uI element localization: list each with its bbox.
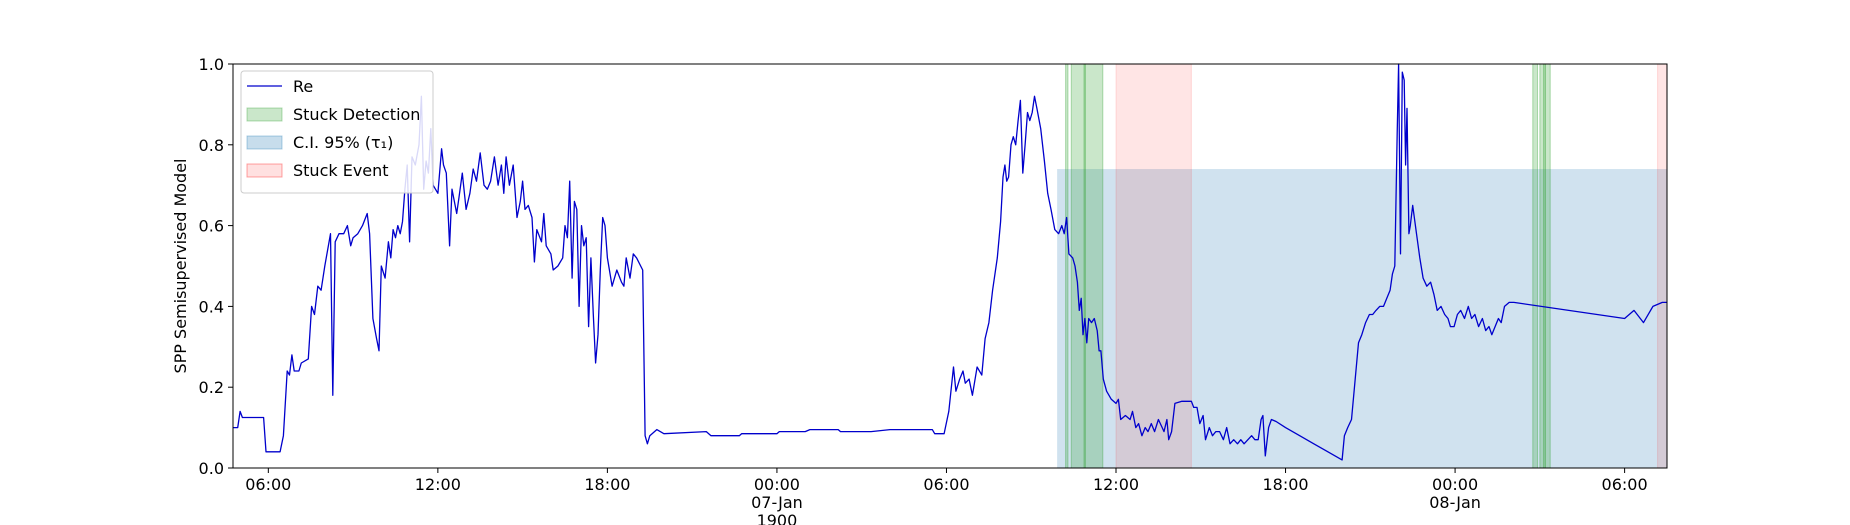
legend-label: Re — [293, 77, 313, 96]
x-tick-label: 07-Jan — [751, 493, 803, 512]
stuck-detection-span — [1065, 63, 1069, 469]
y-axis: 0.0 0.2 0.4 0.6 0.8 1.0 — [199, 55, 233, 478]
legend-swatch-patch — [246, 163, 283, 178]
legend-label: C.I. 95% (τ₁) — [293, 133, 393, 152]
x-tick-label: 08-Jan — [1429, 493, 1481, 512]
y-tick-label: 0.4 — [199, 297, 224, 316]
stuck-event-span — [1115, 63, 1192, 469]
y-tick-label: 1.0 — [199, 55, 224, 74]
x-tick-label: 18:00 — [1262, 475, 1308, 494]
legend: Re Stuck Detection C.I. 95% (τ₁) Stuck Even… — [240, 70, 434, 194]
ci-band — [1057, 169, 1667, 469]
y-tick-label: 0.2 — [199, 378, 224, 397]
y-tick-label: 0.8 — [199, 136, 224, 155]
legend-label: Stuck Event — [293, 161, 389, 180]
shaded-spans — [1057, 63, 1668, 469]
stuck-detection-span — [1532, 63, 1538, 469]
x-tick-label: 18:00 — [584, 475, 630, 494]
x-tick-label: 06:00 — [1602, 475, 1648, 494]
x-tick-label: 06:00 — [923, 475, 969, 494]
x-tick-label: 00:00 — [754, 475, 800, 494]
legend-box — [240, 70, 434, 194]
x-tick-label: 12:00 — [415, 475, 461, 494]
legend-swatch-patch — [246, 135, 283, 150]
stuck-detection-span — [1070, 63, 1104, 469]
legend-label: Stuck Detection — [293, 105, 420, 124]
x-tick-label: 12:00 — [1093, 475, 1139, 494]
x-tick-label: 00:00 — [1432, 475, 1478, 494]
stuck-detection-span — [1543, 63, 1546, 469]
y-axis-label: SPP Semisupervised Model — [171, 159, 190, 374]
y-tick-label: 0.6 — [199, 217, 224, 236]
x-tick-label: 06:00 — [245, 475, 291, 494]
stuck-detection-span — [1083, 63, 1086, 469]
x-tick-label: 1900 — [757, 511, 798, 525]
plot-frame — [232, 63, 1668, 469]
stuck-event-span — [1657, 63, 1668, 469]
legend-swatch-patch — [246, 107, 283, 122]
y-tick-label: 0.0 — [199, 459, 224, 478]
